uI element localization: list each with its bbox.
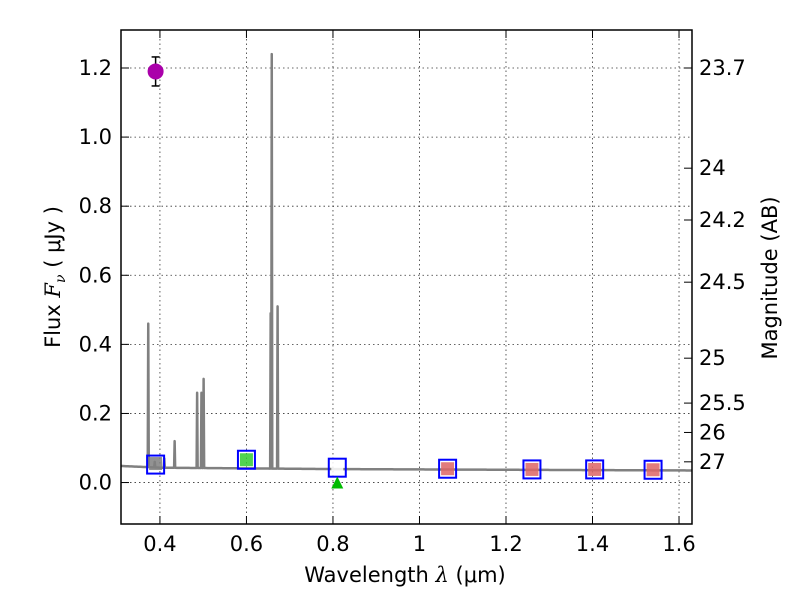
y-tick-label: 0.8	[79, 194, 112, 218]
photometry-square	[146, 454, 166, 475]
model-photometry-marker	[588, 462, 602, 476]
marker-layer	[146, 56, 663, 489]
y-tick-label: 1.0	[79, 125, 112, 149]
model-photometry-marker	[331, 461, 344, 474]
photometry-square	[438, 458, 458, 479]
y2-tick-label: 25.5	[699, 391, 746, 415]
x-tick-label: 0.6	[230, 532, 263, 556]
photometry-square	[236, 449, 256, 470]
spectrum-line	[120, 52, 692, 472]
photometry-square	[522, 459, 542, 480]
spectrum-layer	[120, 52, 692, 472]
y-tick-label: 1.2	[79, 56, 112, 80]
x-tick-label: 1.2	[489, 532, 522, 556]
photometry-square	[585, 459, 605, 480]
y2-tick-label: 24	[699, 156, 726, 180]
model-photometry-marker	[646, 463, 660, 477]
y-tick-label: 0.0	[79, 471, 112, 495]
x-axis-label: Wavelength λ (μm)	[304, 563, 505, 587]
y2-tick-label: 24.2	[699, 208, 746, 232]
upper-limit-triangle	[331, 476, 344, 489]
y2-tick-label: 24.5	[699, 270, 746, 294]
y-tick-label: 0.4	[79, 332, 112, 356]
plot-frame	[120, 29, 693, 525]
model-photometry-marker	[149, 457, 163, 471]
x-tick-label: 0.4	[143, 532, 176, 556]
model-photometry-marker	[239, 453, 253, 467]
y-axis-label: Flux Fν ( μJy )	[41, 206, 69, 348]
x-tick-label: 1	[413, 532, 426, 556]
photometry-square	[643, 459, 663, 480]
x-tick-label: 0.8	[316, 532, 349, 556]
y2-axis-label: Magnitude (AB)	[758, 196, 782, 359]
grid	[121, 30, 692, 524]
y-tick-label: 0.2	[79, 401, 112, 425]
measurement-point	[147, 63, 164, 80]
y2-tick-label: 27	[699, 450, 726, 474]
model-photometry-marker	[525, 462, 539, 476]
x-tick-label: 1.6	[662, 532, 695, 556]
x-tick-label: 1.4	[576, 532, 609, 556]
model-photometry-marker	[441, 462, 455, 476]
tick-layer: 0.4 0.6 0.8 1 1.2 1.4 1.6 0.0 0.2 0.4 0.6 0.8 1.0 1.2…	[79, 30, 746, 556]
y2-tick-label: 26	[699, 420, 726, 444]
y2-tick-label: 25	[699, 346, 726, 370]
y2-tick-label: 23.7	[699, 56, 746, 80]
y-tick-label: 0.6	[79, 263, 112, 287]
